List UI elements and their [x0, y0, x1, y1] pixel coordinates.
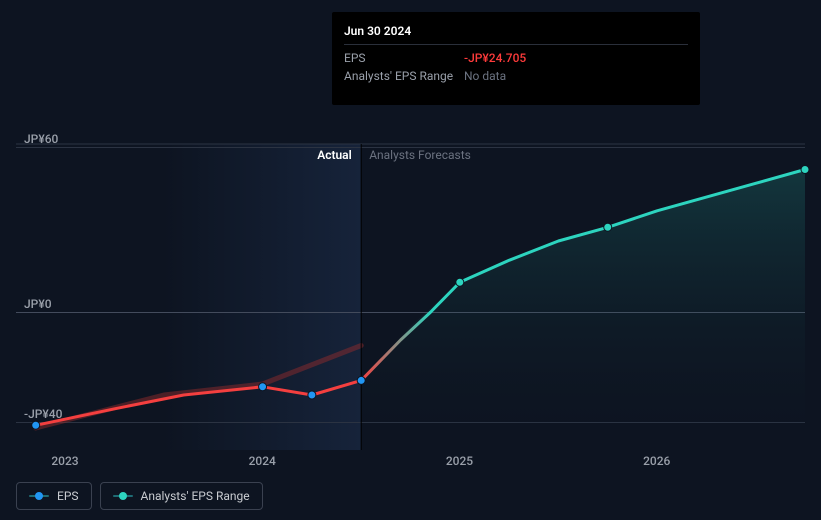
- y-axis-label: JP¥0: [24, 297, 52, 311]
- eps-forecast-point: [801, 166, 809, 174]
- tooltip-row-value: -JP¥24.705: [464, 49, 526, 67]
- tooltip-row-label: Analysts' EPS Range: [344, 67, 464, 85]
- tooltip-row: Analysts' EPS RangeNo data: [344, 67, 688, 85]
- tooltip-row: EPS-JP¥24.705: [344, 49, 688, 67]
- legend-item[interactable]: EPS: [16, 482, 92, 510]
- legend-swatch: [29, 491, 49, 501]
- y-axis-label: -JP¥40: [24, 407, 62, 421]
- legend-label: EPS: [57, 489, 79, 503]
- eps-actual-point: [259, 383, 267, 391]
- eps-actual-point: [308, 391, 316, 399]
- chart-tooltip: Jun 30 2024 EPS-JP¥24.705Analysts' EPS R…: [332, 12, 700, 105]
- eps-chart: Jun 30 2024 EPS-JP¥24.705Analysts' EPS R…: [0, 0, 821, 520]
- eps-forecast-point: [604, 223, 612, 231]
- tooltip-row-label: EPS: [344, 49, 464, 67]
- region-label-actual: Actual: [317, 148, 352, 162]
- eps-actual-point: [32, 421, 40, 429]
- eps-actual-point: [357, 376, 365, 384]
- legend-swatch: [113, 491, 133, 501]
- legend-label: Analysts' EPS Range: [141, 489, 250, 503]
- x-axis-label: 2024: [249, 454, 276, 468]
- tooltip-date: Jun 30 2024: [344, 22, 688, 45]
- chart-legend: EPS Analysts' EPS Range: [16, 482, 263, 510]
- region-label-forecast: Analysts Forecasts: [369, 148, 471, 162]
- y-axis-label: JP¥60: [24, 132, 58, 146]
- tooltip-row-value: No data: [464, 67, 506, 85]
- x-axis-label: 2025: [446, 454, 473, 468]
- legend-item[interactable]: Analysts' EPS Range: [100, 482, 263, 510]
- eps-forecast-point: [456, 278, 464, 286]
- x-axis-label: 2026: [643, 454, 670, 468]
- x-axis-label: 2023: [51, 454, 78, 468]
